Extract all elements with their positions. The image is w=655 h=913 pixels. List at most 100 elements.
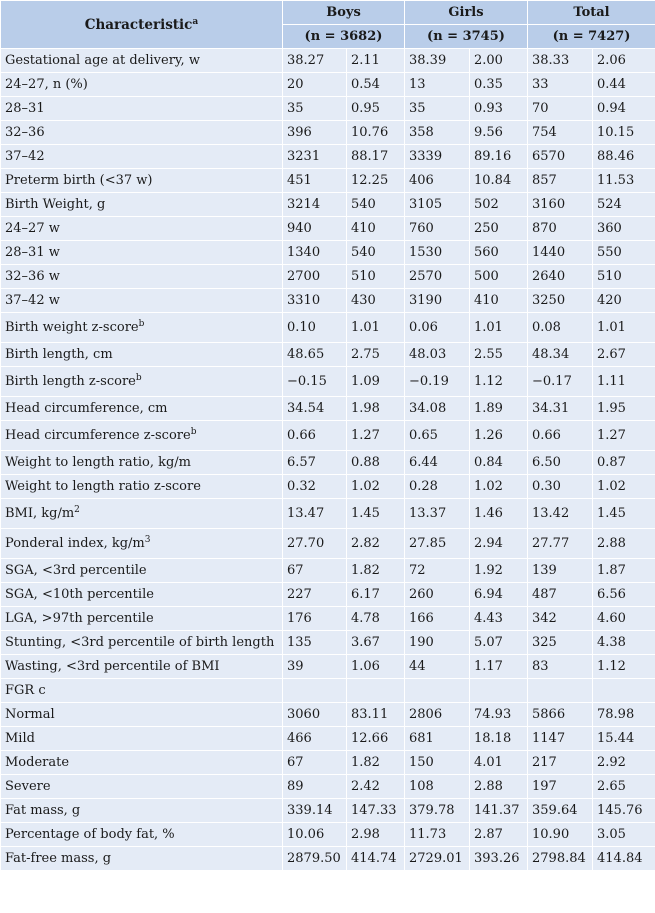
table-cell: 4.38: [591, 630, 655, 655]
row-label: SGA, <10th percentile: [0, 582, 283, 607]
row-label-text: 28–31 w: [5, 245, 60, 260]
table-cell: 359.64: [527, 798, 593, 823]
table-cell: 2806: [404, 702, 470, 727]
table-cell: 135: [282, 630, 347, 655]
row-label: Severe: [0, 774, 283, 799]
table-cell: 0.66: [527, 420, 593, 451]
table-cell: [591, 678, 655, 703]
row-label: SGA, <3rd percentile: [0, 558, 283, 583]
table-cell: 1.02: [591, 474, 655, 499]
row-label: 37–42 w: [0, 288, 283, 313]
table-cell: 1.12: [591, 654, 655, 679]
table-cell: 857: [527, 168, 593, 193]
table-row: Severe 89 2.42 108 2.88 197 2.65: [0, 774, 655, 799]
table-cell: 0.35: [469, 72, 528, 97]
table-cell: 414.74: [346, 846, 405, 871]
table-cell: 2798.84: [527, 846, 593, 871]
table-cell: 681: [404, 726, 470, 751]
table-cell: 190: [404, 630, 470, 655]
table-row: Mild 466 12.66 681 18.18 1147 15.44: [0, 726, 655, 751]
row-label-text: Normal: [5, 707, 55, 722]
table-cell: 540: [346, 192, 405, 217]
row-label-text: 32–36 w: [5, 269, 60, 284]
table-cell: 108: [404, 774, 470, 799]
row-label-text: Moderate: [5, 755, 70, 770]
table-row: Weight to length ratio, kg/m 6.57 0.88 6.44…: [0, 450, 655, 475]
row-label: 28–31: [0, 96, 283, 121]
table-cell: 2700: [282, 264, 347, 289]
row-label-text: Head circumference, cm: [5, 401, 168, 416]
row-label: 24–27 w: [0, 216, 283, 241]
table-cell: 2879.50: [282, 846, 347, 871]
group-header-boys: Boys: [282, 0, 405, 25]
table-cell: 0.66: [282, 420, 347, 451]
table-cell: 358: [404, 120, 470, 145]
table-cell: 227: [282, 582, 347, 607]
row-label-superscript: 2: [74, 505, 80, 515]
table-cell: 38.27: [282, 48, 347, 73]
table-cell: 38.33: [527, 48, 593, 73]
row-label-text: Mild: [5, 731, 35, 746]
table-cell: 1.46: [469, 498, 528, 529]
table-cell: 10.15: [591, 120, 655, 145]
table-row: Gestational age at delivery, w 38.27 2.11 3…: [0, 48, 655, 73]
table-cell: 11.73: [404, 822, 470, 847]
table-cell: 3231: [282, 144, 347, 169]
table-cell: 6570: [527, 144, 593, 169]
table-cell: 145.76: [591, 798, 655, 823]
table-row: 24–27 w 940 410 760 250 870 360: [0, 216, 655, 241]
table-cell: 4.01: [469, 750, 528, 775]
table-cell: 0.28: [404, 474, 470, 499]
row-label-text: Birth Weight, g: [5, 197, 106, 212]
table-row: 37–42 3231 88.17 3339 89.16 6570 88.46: [0, 144, 655, 169]
table-cell: 10.84: [469, 168, 528, 193]
group-n-boys: (n = 3682): [282, 24, 405, 49]
row-label-superscript: b: [190, 427, 197, 437]
table-cell: 35: [282, 96, 347, 121]
table-cell: 44: [404, 654, 470, 679]
row-label-text: Stunting, <3rd percentile of birth lengt…: [5, 635, 275, 650]
table-row: Stunting, <3rd percentile of birth lengt…: [0, 630, 655, 655]
table-cell: 466: [282, 726, 347, 751]
table-cell: 1.98: [346, 396, 405, 421]
row-label-text: BMI, kg/m: [5, 506, 75, 521]
table-cell: 3339: [404, 144, 470, 169]
row-label: Birth weight z-scoreb: [0, 312, 283, 343]
table-cell: 3310: [282, 288, 347, 313]
table-cell: 1.82: [346, 750, 405, 775]
table-cell: 550: [591, 240, 655, 265]
table-cell: 0.32: [282, 474, 347, 499]
table-cell: 176: [282, 606, 347, 631]
row-label-text: LGA, >97th percentile: [5, 611, 154, 626]
table-cell: 2.06: [591, 48, 655, 73]
table-cell: 11.53: [591, 168, 655, 193]
row-label-text: FGR c: [5, 683, 46, 698]
row-label: 28–31 w: [0, 240, 283, 265]
table-cell: 3060: [282, 702, 347, 727]
table-cell: 1.26: [469, 420, 528, 451]
table-row: Fat mass, g 339.14 147.33 379.78 141.37 359.6…: [0, 798, 655, 823]
table-cell: 12.66: [346, 726, 405, 751]
table-cell: 3214: [282, 192, 347, 217]
table-cell: 1.02: [469, 474, 528, 499]
table-cell: 250: [469, 216, 528, 241]
table-cell: 410: [346, 216, 405, 241]
table-row: Percentage of body fat, % 10.06 2.98 11.73 2…: [0, 822, 655, 847]
table-cell: 89: [282, 774, 347, 799]
table-cell: 1530: [404, 240, 470, 265]
table-cell: 342: [527, 606, 593, 631]
table-cell: 6.94: [469, 582, 528, 607]
table-cell: 1.45: [591, 498, 655, 529]
row-label-text: 32–36: [5, 125, 45, 140]
table-body: Gestational age at delivery, w 38.27 2.11 3…: [0, 48, 655, 871]
table-row: 24–27, n (%) 20 0.54 13 0.35 33 0.44: [0, 72, 655, 97]
table-cell: 1.82: [346, 558, 405, 583]
table-cell: 2.82: [346, 528, 405, 559]
row-label-text: Fat-free mass, g: [5, 851, 112, 866]
table-cell: 197: [527, 774, 593, 799]
table-cell: 4.78: [346, 606, 405, 631]
table-cell: 0.06: [404, 312, 470, 343]
characteristics-table: Characteristica Boys Girls Total (n = 36…: [0, 0, 655, 871]
row-label: Head circumference z-scoreb: [0, 420, 283, 451]
table-cell: 70: [527, 96, 593, 121]
